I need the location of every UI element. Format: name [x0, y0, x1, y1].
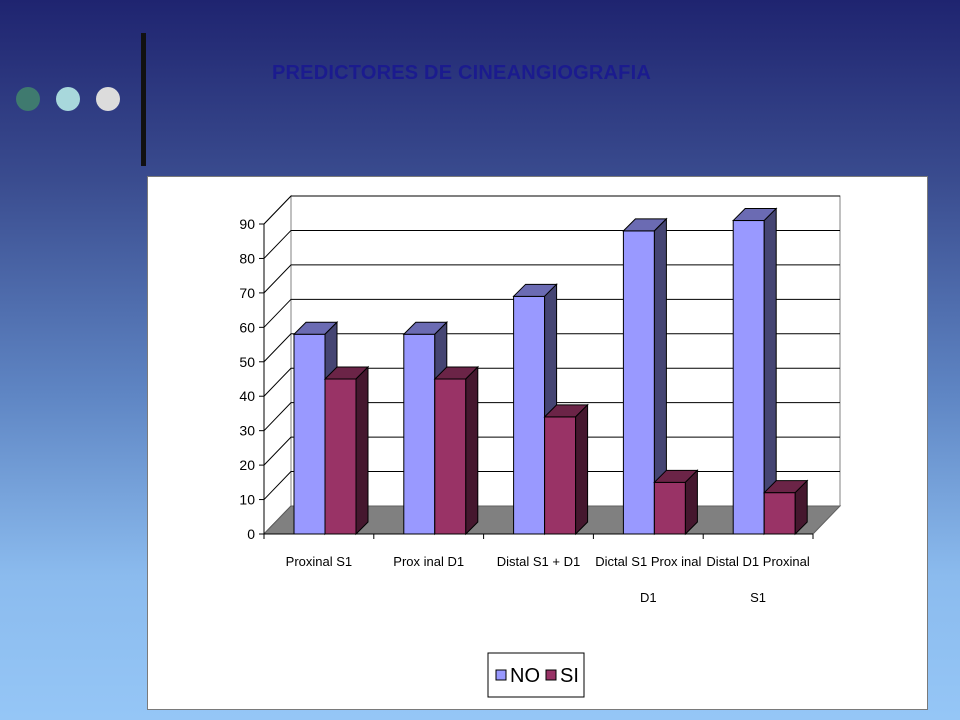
bar-side-si [684, 469, 698, 536]
decor-dot-teal [16, 87, 40, 111]
y-tick-label: 40 [239, 388, 255, 404]
slide-title: PREDICTORES DE CINEANGIOGRAFIA [272, 62, 651, 84]
x-category-label: Proxinal S1 [286, 554, 352, 569]
legend-label-si: SI [560, 665, 579, 687]
y-tick-label: 80 [239, 250, 255, 266]
chart-panel: 0 10 20 30 40 50 60 70 80 90 Proxinal S1 Prox inal … [147, 176, 928, 710]
x-category-label: Distal S1 + D1 [497, 554, 580, 569]
bar-chart: 0 10 20 30 40 50 60 70 80 90 Proxinal S1 Prox inal … [239, 194, 842, 698]
bar-side-si [465, 365, 479, 536]
decor-dot-light-cyan [56, 87, 80, 111]
x-category-label: Dictal S1 Prox inal [595, 554, 701, 569]
x-category-label: Prox inal D1 [393, 554, 464, 569]
legend-swatch-no [495, 669, 507, 681]
bar-side-si [575, 403, 589, 536]
x-category-label: S1 [750, 590, 766, 605]
bar-si [653, 481, 686, 535]
y-tick-label: 0 [247, 526, 255, 542]
bar-si [763, 492, 796, 535]
y-tick-label: 30 [239, 423, 255, 439]
y-tick-label: 60 [239, 319, 255, 335]
bar-no [732, 220, 765, 535]
x-category-label: Distal D1 Proxinal [706, 554, 809, 569]
bar-si [324, 378, 357, 535]
gridline [263, 195, 840, 225]
decor-dot-gray [96, 87, 120, 111]
decor-vertical-bar [141, 33, 146, 166]
x-category-label: D1 [640, 590, 657, 605]
bar-no [622, 230, 655, 535]
y-tick-label: 10 [239, 492, 255, 508]
bar-side-si [355, 365, 369, 536]
legend-swatch-si [545, 669, 557, 681]
y-tick-label: 90 [239, 216, 255, 232]
bar-no [293, 333, 326, 535]
bar-no [403, 333, 436, 535]
y-tick-label: 70 [239, 285, 255, 301]
bar-si [434, 378, 467, 535]
y-tick-label: 50 [239, 354, 255, 370]
chart-side-wall [263, 194, 292, 536]
bar-side-si [794, 479, 808, 536]
bar-no [513, 295, 546, 535]
legend-label-no: NO [510, 665, 540, 687]
y-tick-label: 20 [239, 457, 255, 473]
bar-si [544, 416, 577, 535]
